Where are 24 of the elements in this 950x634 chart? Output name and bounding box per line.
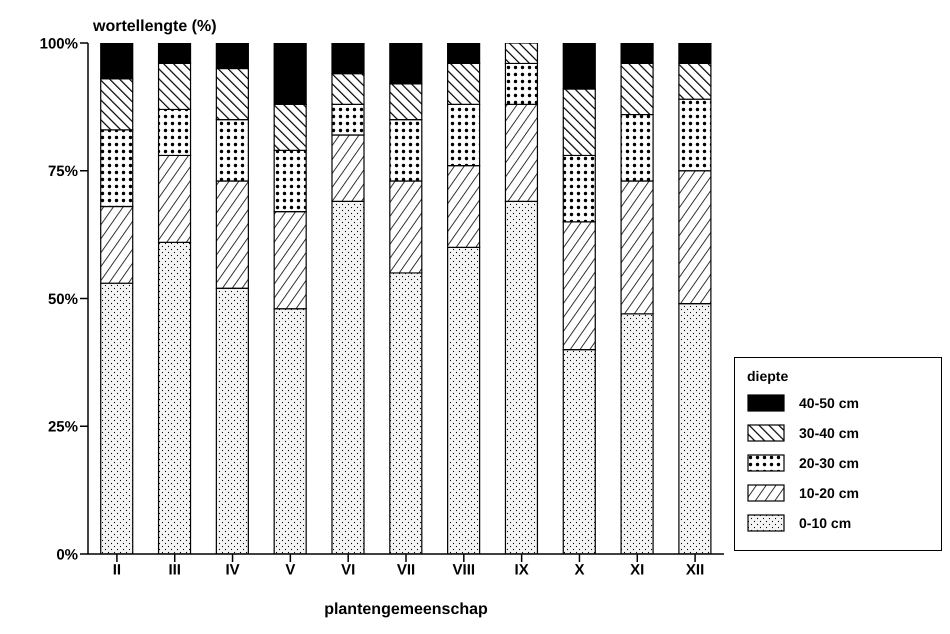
- y-tick-label: 75%: [48, 163, 78, 180]
- x-axis-title: plantengemeenschap: [324, 601, 488, 618]
- legend-title: diepte: [747, 368, 790, 384]
- x-tick-label: VII: [396, 562, 416, 579]
- y-tick-label: 50%: [48, 290, 78, 308]
- legend-label: 0-10 cm: [799, 515, 852, 531]
- legend-label: 20-30 cm: [799, 455, 859, 471]
- x-tick-label: XII: [686, 562, 704, 579]
- x-tick-label: II: [112, 562, 122, 579]
- y-axis-title: wortellengte (%): [92, 18, 217, 35]
- x-tick-label: III: [168, 562, 181, 579]
- x-tick-label: VIII: [452, 562, 476, 579]
- x-tick-label: XI: [630, 562, 644, 579]
- y-tick-label: 25%: [48, 418, 78, 436]
- legend-label: 40-50 cm: [799, 395, 859, 411]
- legend-label: 30-40 cm: [799, 425, 859, 441]
- x-tick-label: VI: [341, 562, 356, 579]
- x-tick-label: IX: [514, 562, 529, 579]
- y-tick-label: 100%: [40, 35, 78, 52]
- x-tick-label: V: [285, 562, 296, 579]
- y-tick-label: 0%: [56, 546, 78, 564]
- x-tick-label: IV: [225, 562, 240, 579]
- legend-label: 10-20 cm: [799, 485, 859, 501]
- x-tick-label: X: [574, 562, 584, 579]
